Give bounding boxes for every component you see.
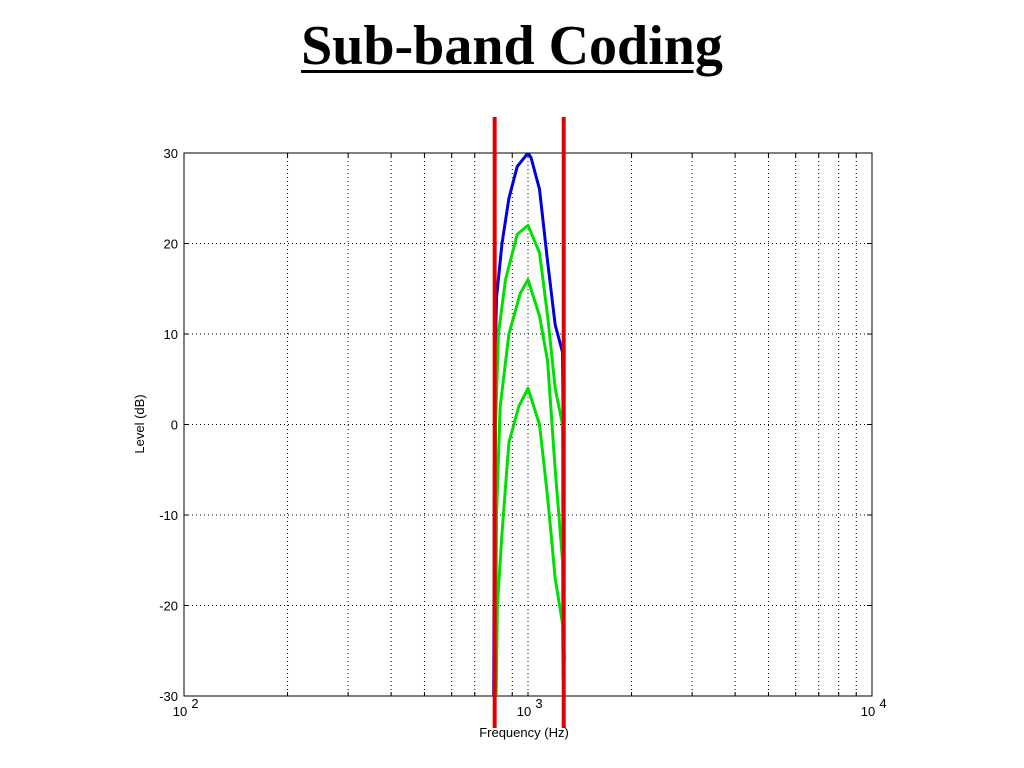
x-tick-label-exponent: 2 [191, 696, 198, 711]
slide-title: Sub-band Coding [301, 15, 723, 77]
y-tick-label: -20 [159, 599, 178, 614]
grid [184, 152, 872, 697]
x-axis-label: Frequency (Hz) [479, 725, 569, 740]
band-edges [492, 117, 566, 728]
y-tick-label: -30 [159, 689, 178, 704]
series-line [494, 278, 565, 696]
series-line [494, 386, 565, 696]
y-tick-label: 30 [164, 146, 178, 161]
x-tick-label: 10 [517, 704, 531, 719]
y-tick-label: 20 [164, 237, 178, 252]
x-tick-label-exponent: 4 [879, 696, 886, 711]
y-tick-label: -10 [159, 508, 178, 523]
x-tick-label-exponent: 3 [535, 696, 542, 711]
x-tick-label: 10 [173, 704, 187, 719]
y-axis-label: Level (dB) [132, 394, 147, 453]
y-tick-label: 0 [171, 418, 178, 433]
y-tick-label: 10 [164, 327, 178, 342]
x-tick-label: 10 [861, 704, 875, 719]
